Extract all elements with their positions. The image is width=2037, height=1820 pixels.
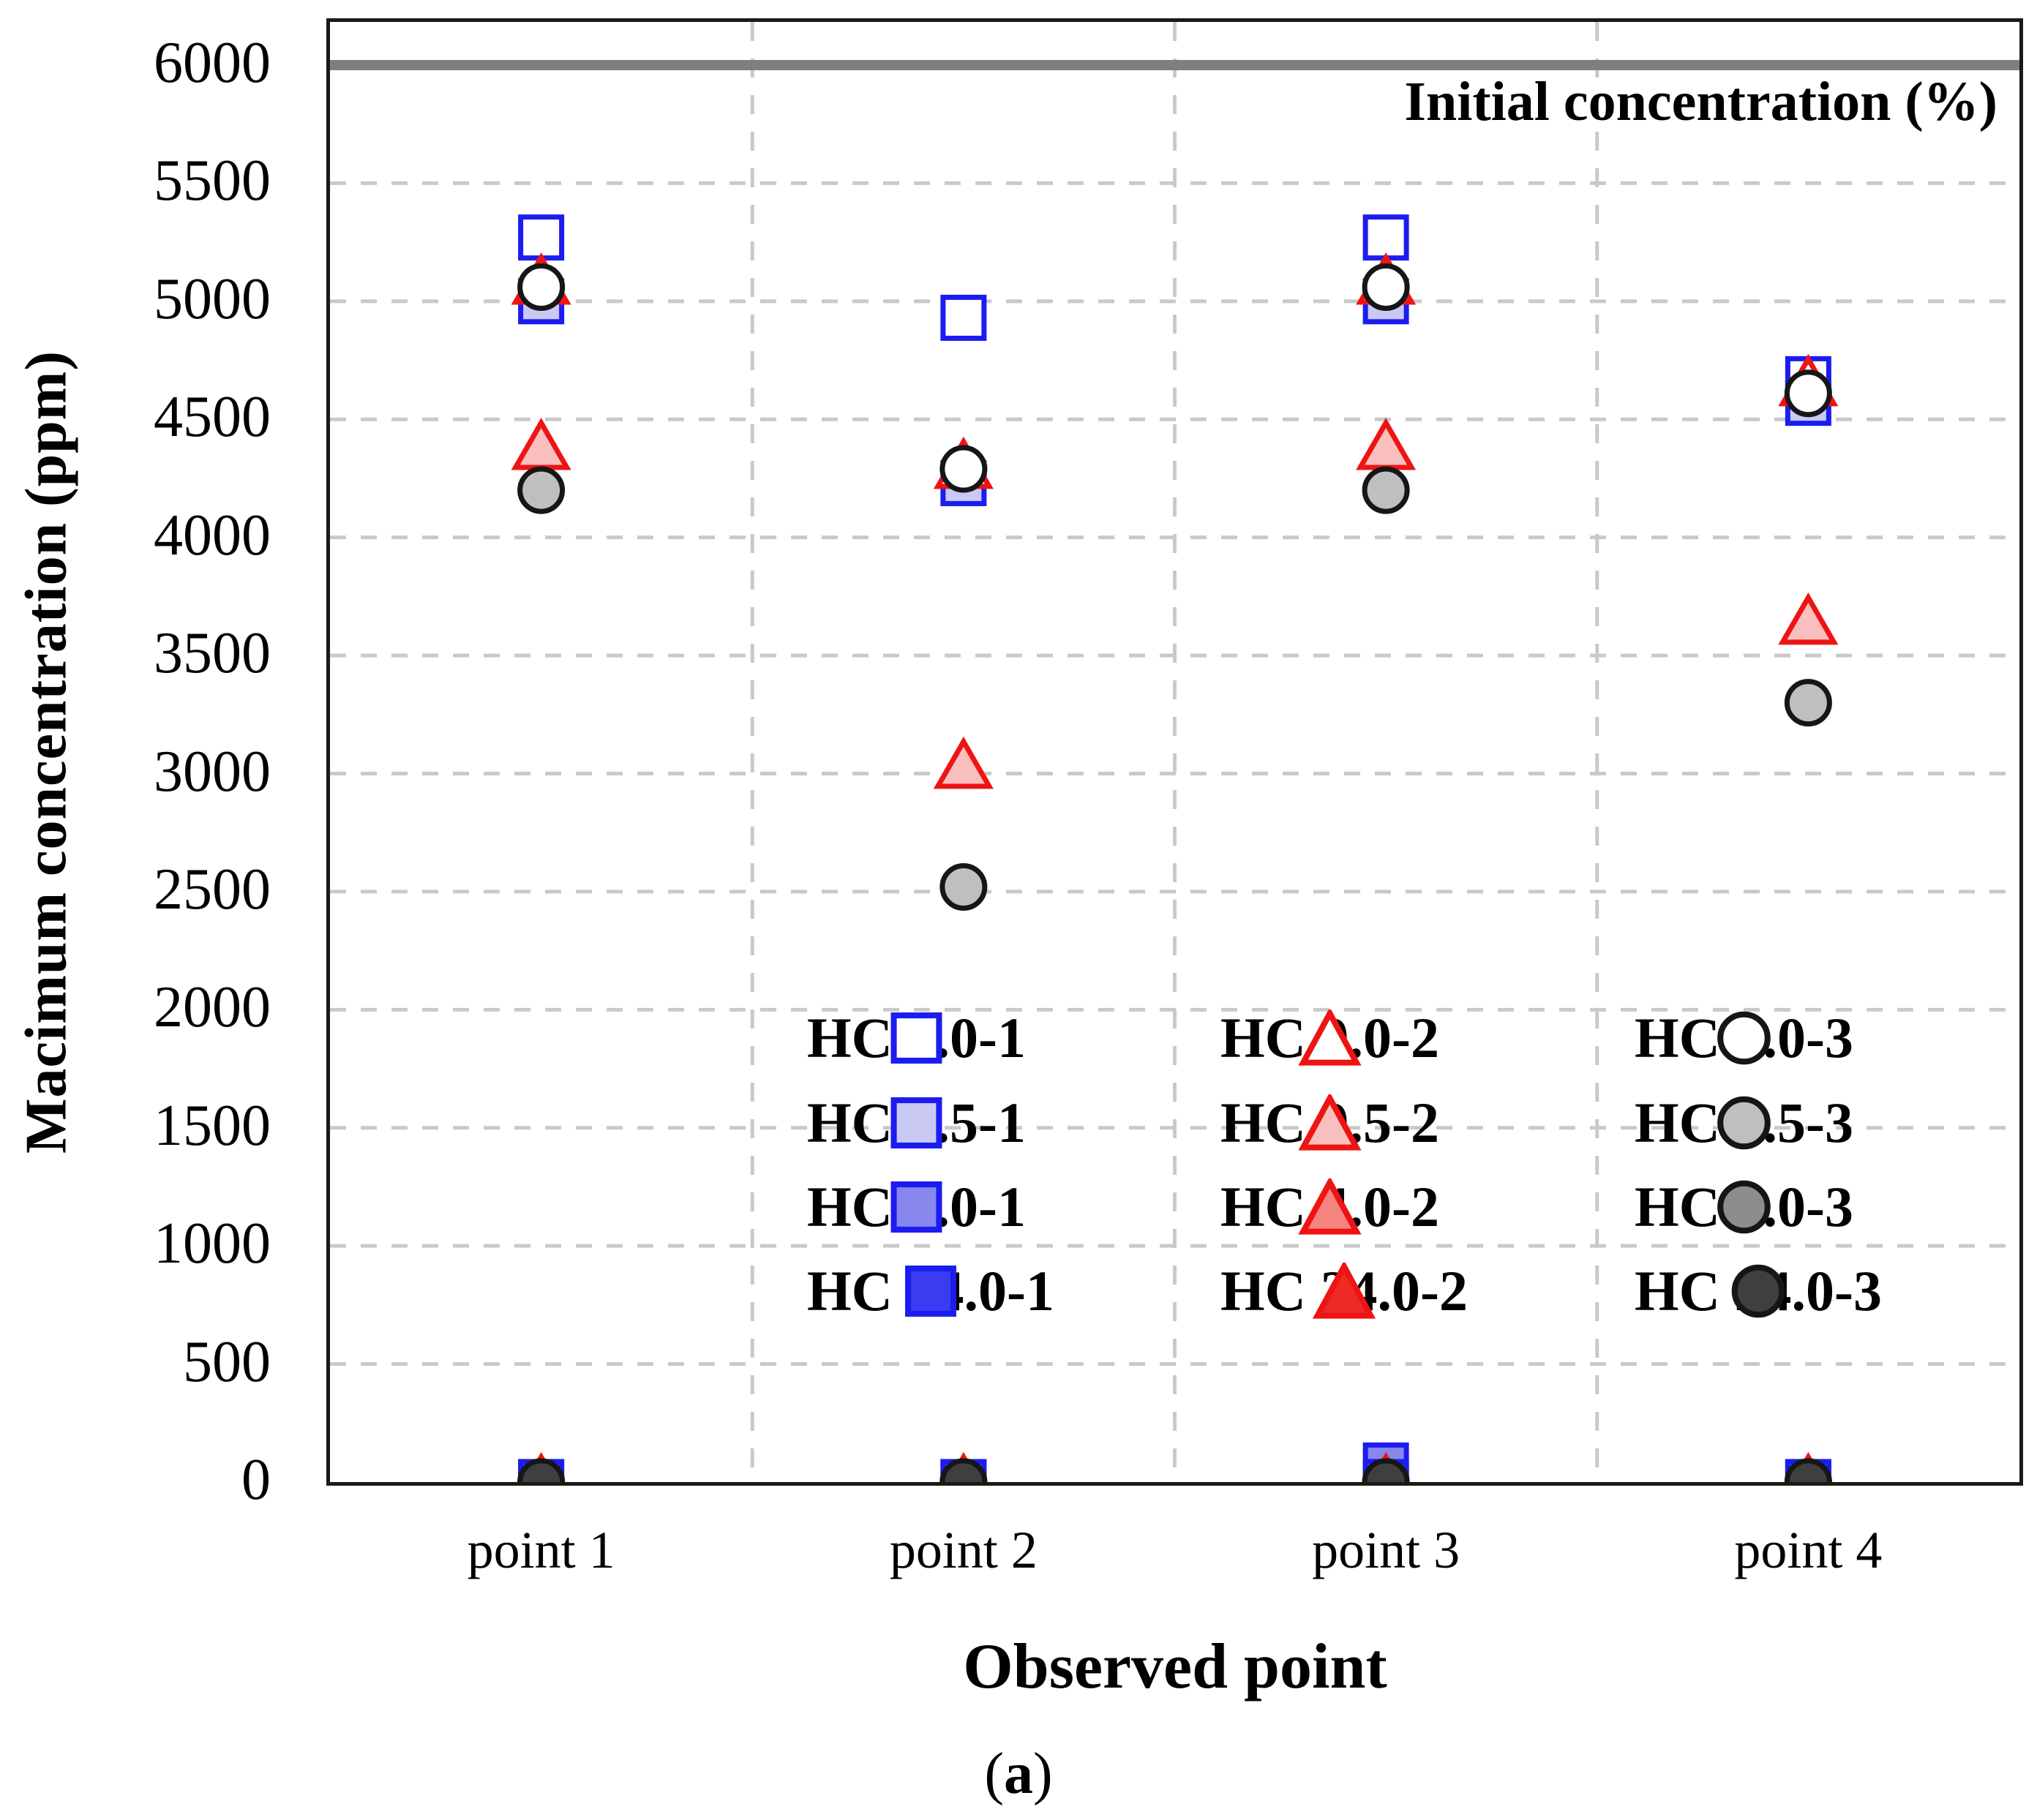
y-tick-label-5500: 5500 (154, 148, 271, 214)
marker-HC-0.0-1-p2 (940, 294, 987, 341)
marker-HC-0.5-3-p3 (1362, 466, 1410, 514)
square-legend-icon (905, 1266, 956, 1317)
marker-HC-0.5-3-p4 (1784, 679, 1832, 727)
marker-HC-0.0-3-p3 (1362, 263, 1410, 311)
square-legend-icon (890, 1012, 942, 1064)
circle-legend-icon (1717, 1011, 1771, 1065)
y-tick-label-500: 500 (183, 1329, 271, 1394)
legend-item-HC-24.0-3: HC 24.0-3 (1635, 1263, 1882, 1320)
triangle-legend-icon (1298, 1009, 1362, 1066)
caption-paren-open: ( (984, 1742, 1004, 1806)
marker-HC-0.0-1-p1 (518, 214, 565, 261)
marker-HC-24.0-3-p3 (1362, 1458, 1410, 1482)
x-axis-title: Observed point (963, 1631, 1387, 1702)
y-tick-label-0: 0 (241, 1447, 271, 1512)
y-tick-label-2500: 2500 (154, 857, 271, 922)
marker-HC-0.5-3-p2 (939, 862, 988, 911)
plot-area: Initial concentration (%) HC 0.0-1 HC 0.5… (326, 18, 2023, 1486)
marker-HC-0.5-2-p1 (511, 417, 571, 470)
reference-line-label: Initial concentration (%) (1404, 71, 1997, 132)
marker-HC-0.0-3-p1 (517, 263, 566, 311)
marker-HC-0.0-3-p2 (939, 445, 988, 493)
x-tick-label-2: point 2 (889, 1521, 1038, 1579)
figure-caption: (a) (984, 1741, 1052, 1808)
x-tick-label-1: point 1 (467, 1521, 615, 1579)
circle-legend-icon (1731, 1264, 1785, 1318)
legend-item-HC-0.0-1: HC 0.0-1 (807, 1009, 1026, 1067)
triangle-legend-icon (1298, 1178, 1362, 1235)
y-tick-label-1000: 1000 (154, 1211, 271, 1276)
legend-item-HC-0.5-1: HC 0.5-1 (807, 1094, 1026, 1151)
triangle-legend-icon (1312, 1263, 1376, 1319)
y-tick-label-3500: 3500 (154, 620, 271, 685)
plot-svg (330, 22, 2019, 1482)
legend-item-HC-4.0-2: HC 4.0-2 (1220, 1178, 1439, 1236)
y-tick-label-6000: 6000 (154, 30, 271, 95)
y-tick-label-4500: 4500 (154, 385, 271, 450)
marker-HC-0.0-3-p4 (1784, 369, 1832, 418)
triangle-legend-icon (1298, 1094, 1362, 1151)
legend-item-HC-0.5-2: HC 0.5-2 (1220, 1094, 1439, 1151)
marker-HC-24.0-3-p2 (939, 1458, 988, 1482)
marker-HC-0.0-1-p3 (1362, 214, 1409, 261)
legend-item-HC-0.0-3: HC 0.0-3 (1635, 1009, 1853, 1067)
legend-item-HC-24.0-1: HC 24.0-1 (807, 1263, 1054, 1320)
y-tick-label-2000: 2000 (154, 975, 271, 1040)
square-legend-icon (890, 1097, 942, 1148)
marker-HC-24.0-3-p1 (517, 1458, 566, 1482)
legend-item-HC-0.0-2: HC 0.0-2 (1220, 1009, 1439, 1067)
y-tick-label-1500: 1500 (154, 1093, 271, 1158)
legend-item-HC-24.0-2: HC 24.0-2 (1220, 1263, 1468, 1320)
y-tick-label-4000: 4000 (154, 503, 271, 568)
x-tick-label-4: point 4 (1734, 1521, 1883, 1579)
circle-legend-icon (1717, 1096, 1771, 1150)
square-legend-icon (890, 1181, 942, 1233)
legend-item-HC-4.0-3: HC 4.0-3 (1635, 1178, 1853, 1236)
y-tick-label-5000: 5000 (154, 266, 271, 331)
legend-item-HC-0.5-3: HC 0.5-3 (1635, 1094, 1853, 1151)
marker-HC-0.5-3-p1 (517, 466, 566, 514)
marker-HC-0.5-2-p4 (1778, 592, 1839, 645)
legend-item-HC-4.0-1: HC 4.0-1 (807, 1178, 1026, 1236)
caption-letter: a (1004, 1742, 1033, 1806)
y-tick-label-3000: 3000 (154, 739, 271, 804)
circle-legend-icon (1717, 1180, 1771, 1234)
marker-HC-0.5-2-p3 (1356, 417, 1417, 470)
x-tick-label-3: point 3 (1312, 1521, 1460, 1579)
marker-HC-24.0-3-p4 (1784, 1458, 1832, 1482)
marker-HC-0.5-2-p2 (933, 736, 994, 789)
caption-paren-close: ) (1033, 1742, 1053, 1806)
